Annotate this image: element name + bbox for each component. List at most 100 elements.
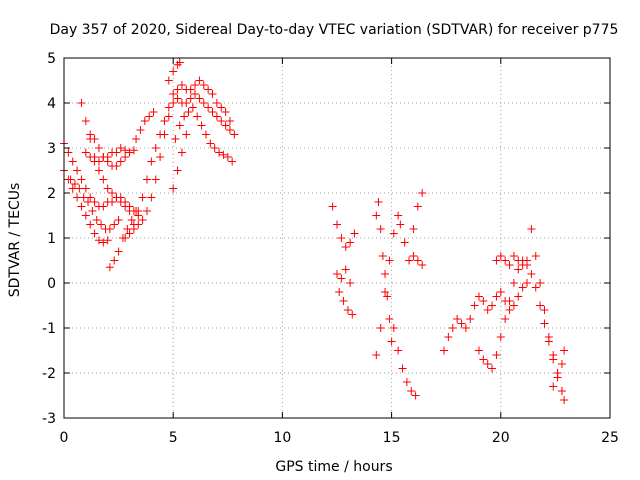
data-point (549, 351, 558, 359)
data-point (341, 243, 350, 251)
series-track-m (169, 130, 191, 193)
data-point (501, 315, 510, 323)
series-track-q (372, 211, 403, 359)
data-point (527, 225, 536, 233)
series-track-a (60, 139, 134, 215)
data-point (132, 135, 141, 143)
data-point (400, 238, 409, 247)
data-point (99, 202, 108, 211)
data-point (169, 90, 178, 98)
data-point (560, 396, 569, 404)
data-point (230, 130, 239, 139)
data-point (173, 60, 182, 69)
data-points-layer (60, 58, 569, 404)
data-point (197, 121, 206, 130)
data-point (86, 153, 95, 161)
data-point (376, 324, 385, 332)
data-point (389, 324, 398, 332)
data-point (149, 108, 158, 116)
data-point (518, 261, 527, 269)
data-point (217, 117, 226, 125)
data-point (182, 130, 191, 139)
data-point (483, 360, 492, 368)
data-point (343, 306, 352, 314)
data-point (208, 108, 217, 116)
data-point (129, 220, 138, 229)
data-point (121, 153, 130, 161)
data-point (514, 292, 523, 301)
y-tick-label: 3 (47, 141, 56, 157)
data-point (94, 166, 103, 175)
data-point (156, 153, 165, 161)
series-track-t (409, 189, 427, 233)
data-point (381, 270, 390, 278)
grid-layer (64, 58, 610, 418)
series-track-o (333, 265, 357, 319)
data-point (156, 130, 165, 139)
series-track-g (105, 207, 141, 272)
data-point (182, 99, 191, 107)
y-tick-label: 5 (47, 51, 56, 67)
data-point (90, 135, 99, 143)
data-point (470, 301, 479, 310)
data-point (385, 256, 394, 265)
data-point (341, 265, 350, 274)
x-tick-label: 20 (492, 430, 510, 446)
x-tick-label: 15 (383, 430, 401, 446)
y-tick-label: -2 (42, 366, 56, 382)
data-point (186, 94, 195, 103)
data-point (228, 157, 237, 166)
y-tick-label: 0 (47, 276, 56, 292)
data-point (81, 211, 90, 220)
data-point (177, 81, 186, 89)
data-point (103, 236, 112, 245)
data-point (184, 108, 193, 116)
data-point (134, 207, 143, 215)
data-point (531, 252, 540, 260)
data-point (457, 319, 466, 328)
data-point (411, 391, 420, 400)
data-point (398, 364, 407, 373)
data-point (112, 148, 121, 157)
data-point (514, 256, 523, 265)
data-point (195, 76, 204, 85)
data-point (374, 198, 383, 206)
data-point (121, 198, 130, 206)
y-tick-label: -1 (42, 321, 56, 337)
data-point (169, 67, 178, 76)
data-point (136, 126, 145, 134)
data-point (77, 99, 86, 107)
data-point (407, 387, 416, 395)
data-point (169, 184, 178, 193)
data-point (402, 378, 411, 386)
data-point (527, 270, 536, 278)
data-point (496, 252, 505, 260)
data-point (553, 369, 562, 377)
data-point (210, 144, 219, 152)
data-point (103, 157, 112, 166)
data-point (348, 310, 357, 319)
y-tick-label: 1 (47, 231, 56, 247)
data-point (77, 175, 86, 184)
data-point (466, 315, 475, 323)
data-point (73, 166, 82, 175)
data-point (492, 351, 501, 359)
data-point (94, 144, 103, 152)
data-point (103, 184, 112, 193)
data-point (531, 283, 540, 292)
y-tick-label: -3 (42, 411, 56, 427)
series-track-k (164, 58, 184, 85)
data-point (121, 234, 130, 242)
data-point (378, 252, 387, 260)
data-point (461, 324, 470, 332)
data-point (518, 283, 527, 292)
data-point (142, 207, 151, 215)
data-point (108, 189, 117, 197)
data-point (409, 252, 418, 260)
x-tick-label: 5 (169, 430, 178, 446)
data-point (505, 261, 514, 269)
series-track-j (132, 108, 158, 143)
data-point (206, 139, 215, 148)
data-point (175, 121, 184, 130)
